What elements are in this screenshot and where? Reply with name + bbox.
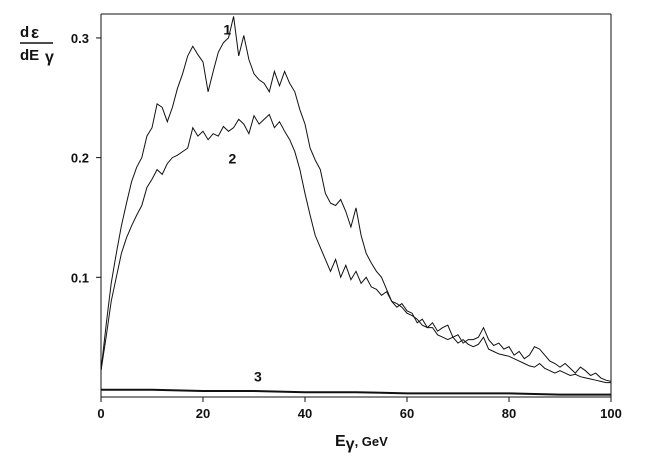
- y-tick-label: 0.3: [71, 31, 89, 46]
- y-tick-label: 0.2: [71, 151, 89, 166]
- x-label-unit: , GeV: [355, 434, 389, 449]
- series-labels-group: 1 2 3: [223, 21, 262, 384]
- y-axis-label: d ε dE γ: [20, 23, 54, 66]
- y-label-num-d: d: [20, 24, 29, 41]
- series-2-line: [100, 113, 611, 384]
- y-label-num-epsilon: ε: [31, 23, 39, 42]
- x-tick-label: 80: [502, 406, 516, 421]
- series-1-label: 1: [223, 21, 231, 37]
- x-label-gamma: γ: [346, 436, 355, 453]
- x-tick-label: 40: [298, 406, 312, 421]
- ticks-group: 0 20 40 60 80 100 0.1 0.2 0.3: [71, 31, 622, 421]
- series-2-label: 2: [229, 151, 237, 167]
- y-label-den-d: dE: [20, 47, 39, 64]
- x-label-e: E: [335, 433, 346, 450]
- x-axis-label: Eγ, GeV: [335, 433, 388, 453]
- x-tick-label: 100: [600, 406, 622, 421]
- x-tick-label: 0: [97, 406, 104, 421]
- y-label-den-gamma: γ: [45, 49, 54, 66]
- x-tick-label: 20: [196, 406, 210, 421]
- series-group: [100, 16, 612, 396]
- series-1-line: [100, 16, 612, 382]
- y-tick-label: 0.1: [71, 270, 89, 285]
- series-3-label: 3: [254, 368, 262, 384]
- x-tick-label: 60: [400, 406, 414, 421]
- series-3-line: [101, 388, 611, 396]
